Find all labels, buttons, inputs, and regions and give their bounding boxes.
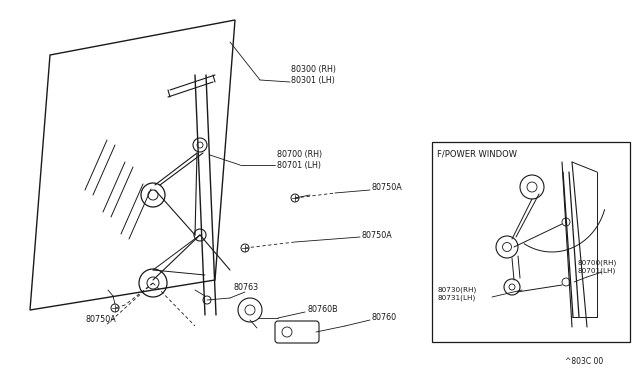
Text: 80760: 80760 — [372, 314, 397, 323]
Bar — [432, 142, 630, 342]
Text: 80763: 80763 — [233, 283, 258, 292]
Text: ^803C 00: ^803C 00 — [565, 357, 604, 366]
Text: 80750A: 80750A — [371, 183, 402, 192]
Text: 80760B: 80760B — [307, 305, 338, 314]
Text: 80750A: 80750A — [361, 231, 392, 240]
Text: 80700(RH)
80701(LH): 80700(RH) 80701(LH) — [577, 260, 616, 274]
Text: F/POWER WINDOW: F/POWER WINDOW — [437, 150, 517, 158]
Text: 80300 (RH)
80301 (LH): 80300 (RH) 80301 (LH) — [291, 65, 336, 86]
Text: 80700 (RH)
80701 (LH): 80700 (RH) 80701 (LH) — [277, 150, 322, 170]
Text: 80750A: 80750A — [85, 315, 116, 324]
Text: 80730(RH)
80731(LH): 80730(RH) 80731(LH) — [437, 287, 476, 301]
